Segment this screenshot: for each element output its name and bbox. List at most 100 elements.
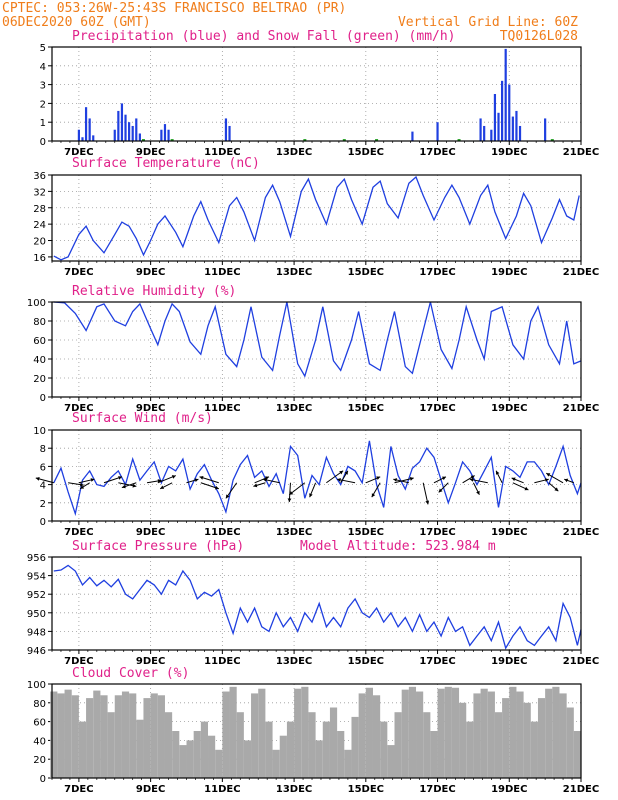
wind-vector-head [90,478,95,482]
cloud-cover-bar [129,693,137,778]
x-tick-label: 13DEC [276,267,312,278]
panel-frame [51,429,582,522]
x-tick-label: 9DEC [136,656,165,667]
precipitation-bar [124,114,127,141]
precipitation-title: Precipitation (blue) and Snow Fall (gree… [72,29,456,44]
cloud-cover-bar [473,693,481,778]
x-tick-label: 15DEC [348,527,384,538]
wind-vector-head [132,483,137,488]
wind-vector-head [35,477,40,481]
wind-vector-head [225,494,230,499]
cloud-cover-bar [552,686,560,778]
x-tick-label: 9DEC [136,527,165,538]
wind-vector-head [496,470,500,475]
cloud-cover-bar [114,695,122,778]
wind-title: Surface Wind (m/s) [72,411,213,426]
y-tick-label: 946 [27,646,46,657]
cloud-cover-bar [78,721,87,778]
precipitation-bar [117,110,120,141]
y-tick-label: 60 [33,718,46,729]
x-tick-label: 19DEC [491,527,527,538]
y-tick-label: 4 [40,481,46,492]
wind-vector-head [524,486,529,491]
x-tick-label: 9DEC [136,784,165,795]
cloud-cover-bar [64,689,72,778]
precipitation-bar [493,94,497,141]
cloud-cover-bar [494,712,503,778]
x-tick-label: 9DEC [136,403,165,414]
x-tick-label: 15DEC [348,267,384,278]
x-tick-label: 11DEC [204,784,240,795]
temperature-panel: Surface Temperature (nC) 16 20 24 28 32 36 7DE… [33,156,599,278]
wind-vector-head [337,478,341,482]
x-tick-label: 11DEC [204,527,240,538]
precipitation-bar [77,129,80,141]
cloud-cover-bar [329,707,338,778]
x-tick-label: 17DEC [419,656,455,667]
cloud-cover-bar [509,686,517,778]
cloud-cover-bar [265,721,273,778]
vertical-grid-note: Vertical Grid Line: 60Z [398,15,578,30]
precipitation-bar [544,118,547,141]
cloud-cover-bar [523,702,531,778]
wind-vector-head [287,498,292,502]
y-tick-label: 28 [33,204,46,215]
cloud-cover-bar [401,689,409,778]
model-id: TQ0126L028 [500,29,578,44]
x-tick-label: 13DEC [276,527,312,538]
wind-vector-head [118,476,122,480]
wind-vector-head [344,470,348,475]
cloud-cover-bar [480,688,488,778]
snowfall-bar [457,139,461,141]
wind-vector-head [171,475,176,479]
cloud-cover-bar [100,695,108,778]
y-tick-label: 2 [40,499,46,510]
cloud-cover-bar [416,691,424,778]
y-tick-label: 948 [27,627,46,638]
cloud-cover-bar [573,731,581,778]
precipitation-bar [120,103,124,141]
wind-vector-head [393,478,398,482]
cloud-cover-bar [258,688,266,778]
cloud-cover-bar [308,712,316,778]
cloud-cover-bar [380,721,388,778]
wind-vector-head [409,477,414,481]
precipitation-bar [411,131,414,141]
x-tick-label: 21DEC [563,656,599,667]
wind-vector-head [546,473,551,477]
wind-panel: Surface Wind (m/s) 0 2 4 6 8 10 7DEC 9DEC 11DEC 1… [33,411,599,538]
precipitation-bar [224,118,228,141]
cloud-cover-bar [243,740,252,778]
cloud-cover-bar [229,686,237,778]
cloud-cover-bar [222,691,230,778]
cloud-cover-bar [208,735,216,778]
cloud-cover-bar [294,688,302,778]
cloud-cover-bar [387,745,395,778]
cloud-cover-bar [437,688,445,778]
cloud-cover-bar [394,712,402,778]
cloud-cover-bar [186,740,194,778]
precipitation-bar [92,135,95,141]
wind-vector-head [339,470,344,475]
cloud-cover-panel: Cloud Cover (%) 0 20 40 60 80 100 7DEC 9DEC 11DE… [27,666,599,795]
snowfall-bar [303,139,307,141]
panel-frame [51,174,582,262]
cloud-cover-bar [530,721,538,778]
panel-frame [51,46,582,142]
y-tick-label: 10 [33,426,46,437]
precipitation-bar [518,125,522,141]
cloud-cover-bar [502,698,510,778]
y-tick-label: 100 [27,298,46,309]
cloud-cover-bar [444,686,452,778]
cloud-cover-bar [545,688,553,778]
cloud-cover-title: Cloud Cover (%) [72,666,189,681]
cloud-cover-bar [172,731,180,778]
precipitation-bar [163,124,167,141]
wind-vector-head [442,476,446,481]
cloud-cover-bar [537,698,546,778]
x-tick-label: 7DEC [64,784,93,795]
precipitation-bar [81,137,84,141]
wind-vector [422,482,429,505]
cloud-cover-bar [459,702,467,778]
y-tick-label: 4 [40,62,46,73]
